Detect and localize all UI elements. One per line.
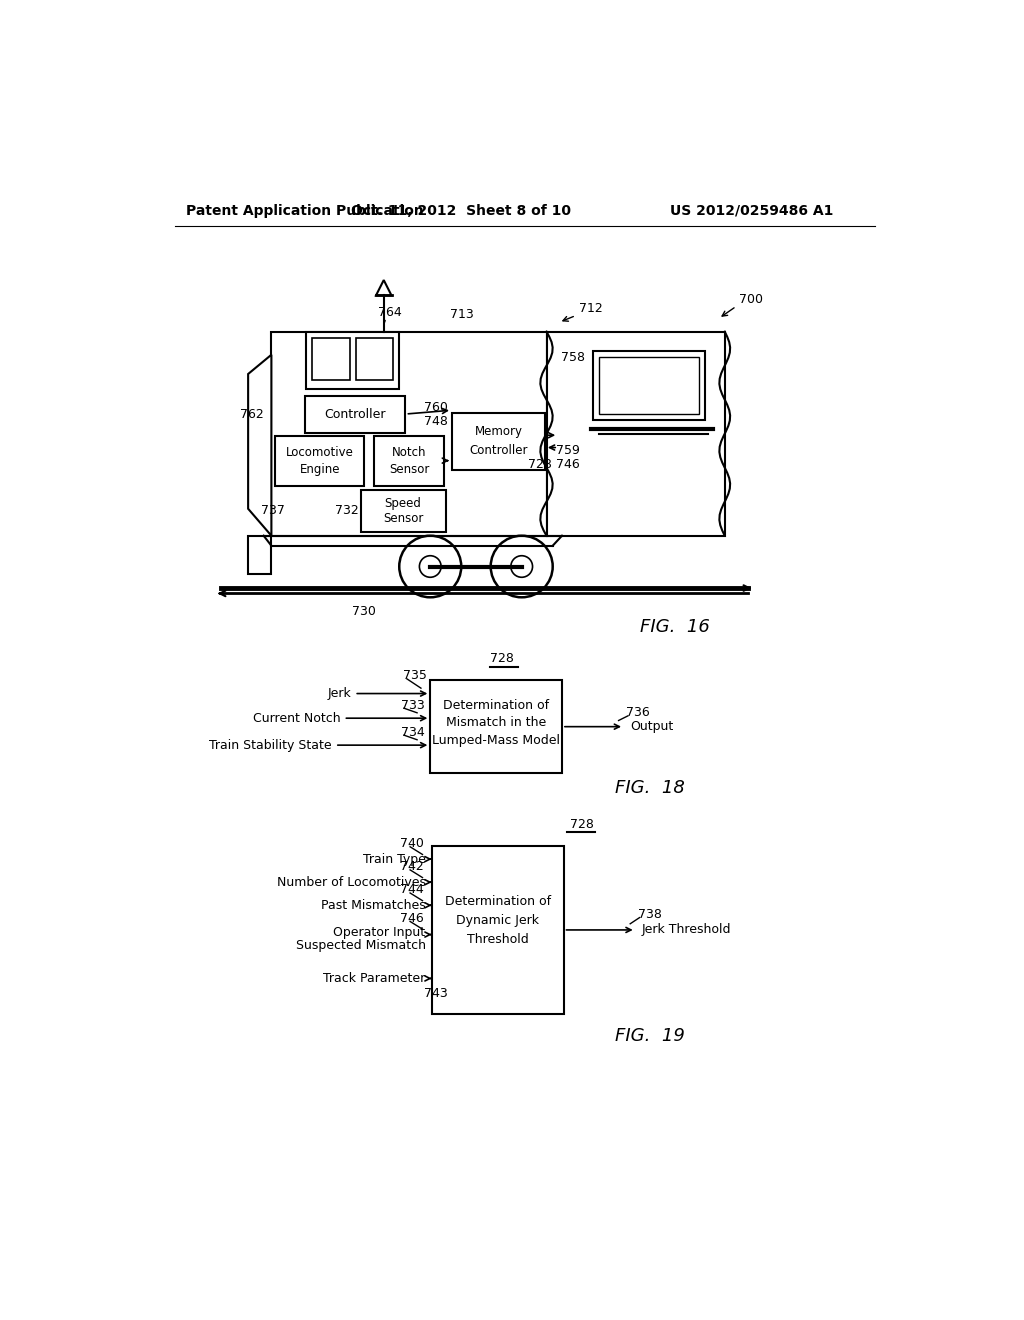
Text: Suspected Mismatch: Suspected Mismatch <box>296 939 426 952</box>
Text: 738: 738 <box>638 908 662 921</box>
Text: Train Stability State: Train Stability State <box>209 739 332 751</box>
Text: 700: 700 <box>738 293 763 306</box>
Bar <box>375 436 444 486</box>
Bar <box>312 338 349 380</box>
Text: 742: 742 <box>400 861 424 874</box>
Text: US 2012/0259486 A1: US 2012/0259486 A1 <box>671 203 834 218</box>
Text: 744: 744 <box>400 883 424 896</box>
Text: Oct. 11, 2012  Sheet 8 of 10: Oct. 11, 2012 Sheet 8 of 10 <box>351 203 571 218</box>
Polygon shape <box>376 280 391 296</box>
Text: 712: 712 <box>579 302 603 315</box>
Text: Locomotive: Locomotive <box>286 446 353 459</box>
Text: Sensor: Sensor <box>389 463 429 477</box>
Text: Speed: Speed <box>385 496 422 510</box>
Text: 740: 740 <box>400 837 424 850</box>
Text: Notch: Notch <box>392 446 427 459</box>
Text: 728: 728 <box>490 652 514 665</box>
Text: Memory: Memory <box>474 425 522 438</box>
Bar <box>360 490 445 532</box>
Text: 735: 735 <box>403 668 427 681</box>
Text: Past Mismatches: Past Mismatches <box>321 899 426 912</box>
Bar <box>452 412 545 470</box>
Text: Determination of: Determination of <box>444 895 551 908</box>
Text: 713: 713 <box>450 308 473 321</box>
Bar <box>599 358 699 414</box>
Text: 743: 743 <box>424 987 447 1001</box>
Text: Patent Application Publication: Patent Application Publication <box>186 203 424 218</box>
Text: 730: 730 <box>352 605 376 618</box>
Text: Sensor: Sensor <box>383 512 423 525</box>
Text: FIG.  16: FIG. 16 <box>640 618 710 635</box>
Polygon shape <box>248 355 271 536</box>
Text: 760: 760 <box>424 400 449 413</box>
Bar <box>547 331 725 536</box>
Text: Current Notch: Current Notch <box>253 711 340 725</box>
Bar <box>248 536 271 574</box>
Text: 736: 736 <box>626 706 649 719</box>
Text: 758: 758 <box>561 351 586 363</box>
Text: Output: Output <box>630 721 674 733</box>
Text: 733: 733 <box>400 698 425 711</box>
Text: 732: 732 <box>335 504 359 517</box>
Text: Engine: Engine <box>300 463 340 477</box>
Bar <box>271 331 547 536</box>
Text: 728: 728 <box>528 458 552 471</box>
Text: Operator Input: Operator Input <box>334 925 426 939</box>
Bar <box>356 338 393 380</box>
Text: Train Type: Train Type <box>362 853 426 866</box>
Text: 746: 746 <box>556 458 580 471</box>
Text: 737: 737 <box>261 504 286 517</box>
Text: Jerk: Jerk <box>328 686 351 700</box>
Text: 762: 762 <box>240 408 263 421</box>
Bar <box>432 846 563 1014</box>
Text: Controller: Controller <box>325 408 386 421</box>
Text: Mismatch in the: Mismatch in the <box>446 717 546 730</box>
Bar <box>306 331 399 389</box>
Text: Dynamic Jerk: Dynamic Jerk <box>456 915 540 927</box>
Text: Controller: Controller <box>469 445 527 458</box>
Bar <box>593 351 706 420</box>
Text: Track Parameter: Track Parameter <box>324 972 426 985</box>
Text: 734: 734 <box>400 726 425 739</box>
Text: FIG.  18: FIG. 18 <box>614 779 685 797</box>
Bar <box>430 681 562 774</box>
Text: Threshold: Threshold <box>467 933 528 946</box>
Bar <box>305 396 406 433</box>
Text: 764: 764 <box>378 306 402 319</box>
Text: FIG.  19: FIG. 19 <box>614 1027 685 1045</box>
Text: 746: 746 <box>400 912 424 925</box>
Text: Determination of: Determination of <box>443 698 549 711</box>
Text: 728: 728 <box>569 818 594 832</box>
Text: 748: 748 <box>424 416 449 428</box>
Text: Jerk Threshold: Jerk Threshold <box>642 924 731 936</box>
Text: 759: 759 <box>556 445 580 458</box>
Text: Lumped-Mass Model: Lumped-Mass Model <box>432 734 560 747</box>
Text: Number of Locomotives: Number of Locomotives <box>276 875 426 888</box>
Bar <box>275 436 365 486</box>
